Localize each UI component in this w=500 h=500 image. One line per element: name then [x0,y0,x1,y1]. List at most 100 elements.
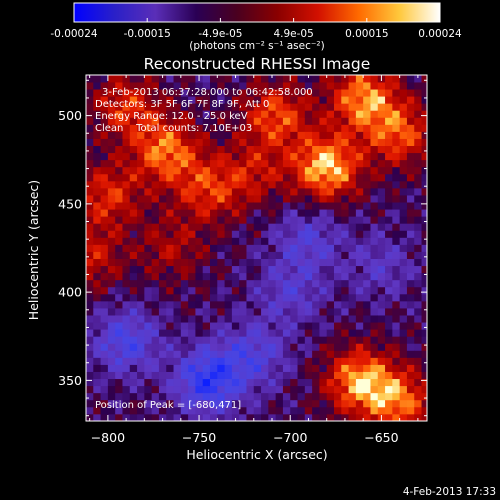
heatmap-cell [86,110,94,118]
heatmap-cell [239,103,247,111]
heatmap-cell [137,187,145,196]
heatmap-cell [370,343,379,351]
heatmap-cell [290,96,298,104]
heatmap-cell [392,279,401,288]
heatmap-cell [173,209,182,217]
heatmap-cell [195,216,204,224]
heatmap-cell [107,343,116,351]
heatmap-cell [341,251,349,259]
heatmap-cell [100,159,109,168]
heatmap-cell [370,406,379,415]
heatmap-cell [144,258,153,267]
heatmap-cell [363,89,371,97]
heatmap-cell [188,406,196,415]
heatmap-cell [421,329,427,337]
heatmap-cell [180,110,189,118]
heatmap-cell [210,293,218,302]
heatmap-cell [129,279,138,288]
heatmap-cell [122,159,131,168]
heatmap-cell [231,244,240,252]
heatmap-cell [202,406,211,415]
heatmap-cell [86,300,94,309]
heatmap-cell [231,293,240,302]
heatmap-cell [290,308,298,316]
heatmap-cell [224,286,233,295]
heatmap-cell [348,173,357,182]
heatmap-cell [261,357,269,365]
heatmap-cell [319,329,328,337]
heatmap-cell [231,300,240,309]
heatmap-cell [392,413,401,421]
heatmap-cell [115,308,123,316]
heatmap-cell [107,138,116,147]
heatmap-cell [107,272,116,281]
heatmap-cell [297,152,306,161]
heatmap-cell [355,378,364,387]
heatmap-cell [231,223,240,231]
heatmap-cell [231,406,240,415]
heatmap-cell [312,138,320,147]
heatmap-cell [341,392,349,401]
heatmap-cell [377,244,386,252]
heatmap-cell [253,138,262,147]
heatmap-cell [173,258,182,267]
heatmap-cell [406,329,415,337]
heatmap-cell [224,180,233,189]
heatmap-cell [137,124,145,132]
heatmap-cell [158,96,167,104]
heatmap-cell [399,322,408,330]
heatmap-cell [312,166,320,175]
heatmap-cell [304,399,313,408]
heatmap-cell [334,209,342,217]
heatmap-cell [312,258,320,267]
heatmap-cell [385,82,393,90]
heatmap-cell [334,399,342,408]
heatmap-cell [173,152,182,161]
heatmap-cell [173,322,182,330]
heatmap-cell [217,371,225,380]
heatmap-cell [166,272,174,281]
heatmap-cell [421,258,427,267]
heatmap-cell [341,237,349,245]
heatmap-cell [129,343,138,351]
heatmap-cell [290,251,298,259]
heatmap-cell [370,96,379,104]
heatmap-cell [282,230,291,238]
heatmap-cell [341,329,349,337]
heatmap-cell [304,131,313,139]
heatmap-cell [188,180,196,189]
heatmap-cell [399,138,408,147]
heatmap-cell [93,406,101,415]
heatmap-cell [137,237,145,245]
heatmap-cell [355,202,364,210]
heatmap-cell [261,385,269,394]
heatmap-cell [253,251,262,259]
heatmap-cell [319,187,328,196]
colorbar-tick-label: -0.00015 [124,28,171,40]
heatmap-cell [210,399,218,408]
heatmap-cell [392,82,401,90]
heatmap-cell [100,195,109,203]
heatmap-cell [180,251,189,259]
heatmap-cell [421,145,427,154]
heatmap-cell [231,279,240,288]
heatmap-cell [86,244,94,252]
heatmap-cell [370,371,379,380]
heatmap-cell [224,103,233,111]
heatmap-cell [312,244,320,252]
heatmap-cell [261,138,269,147]
heatmap-cell [188,329,196,337]
heatmap-cell [129,180,138,189]
heatmap-cell [414,82,422,90]
heatmap-cell [202,293,211,302]
heatmap-cell [326,343,335,351]
heatmap-cell [377,209,386,217]
heatmap-cell [210,336,218,344]
heatmap-cell [370,399,379,408]
heatmap-cell [348,272,357,281]
heatmap-cell [414,392,422,401]
heatmap-cell [275,216,284,224]
heatmap-cell [290,315,298,323]
heatmap-cell [129,237,138,245]
heatmap-cell [93,322,101,330]
